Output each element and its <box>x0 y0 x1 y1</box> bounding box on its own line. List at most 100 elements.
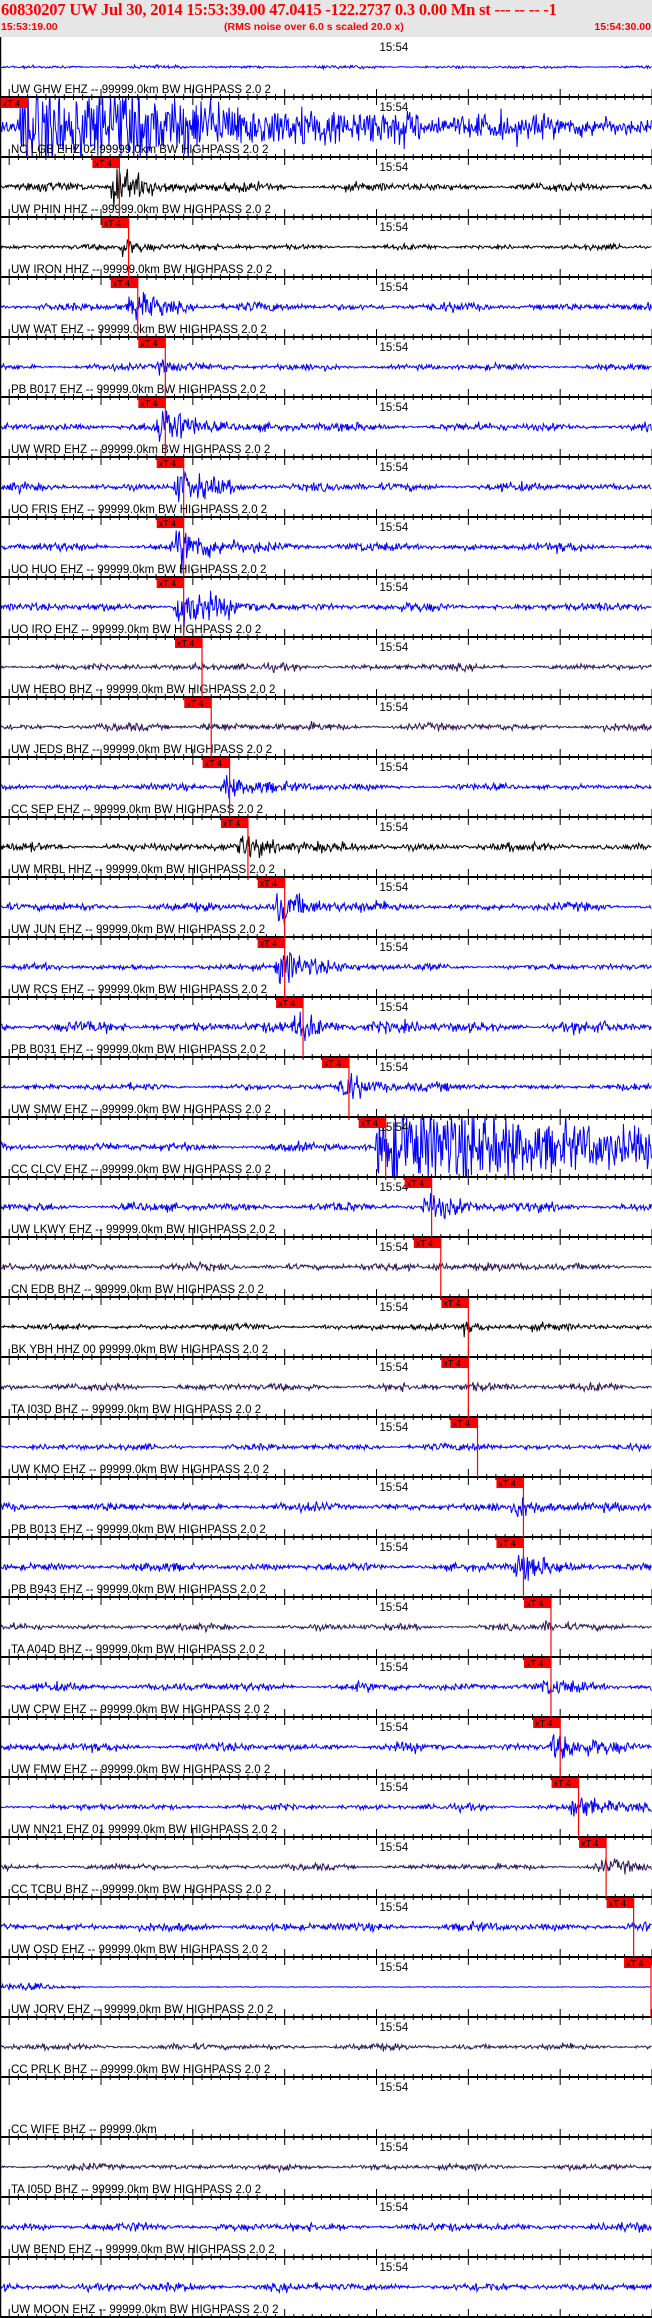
time-tick-label: 15:54 <box>380 642 409 654</box>
trace-panel: 15:54 CN EDB BHZ -- 99999.0km BW HIGHPASS… <box>0 1238 652 1305</box>
pick-label: xT 4 <box>526 1599 543 1609</box>
pick-label: xT 4 <box>498 1539 515 1549</box>
time-tick-label: 15:54 <box>380 1182 409 1194</box>
time-tick-label: 15:54 <box>380 42 409 54</box>
pick-label: xT 4 <box>113 279 130 289</box>
pick-label: xT 4 <box>140 339 157 349</box>
pick-label: xT 4 <box>416 1239 433 1249</box>
time-tick-label: 15:54 <box>380 1422 409 1434</box>
pick-flag <box>156 578 184 588</box>
time-tick-label: 15:54 <box>380 1782 409 1794</box>
time-tick-label: 15:54 <box>380 162 409 174</box>
pick-flag <box>202 758 230 768</box>
pick-label: xT 4 <box>140 399 157 409</box>
pick-label: xT 4 <box>535 1719 552 1729</box>
station-label: PB B943 EHZ -- 99999.0km BW HIGHPASS 2.0… <box>11 1584 266 1596</box>
trace-panel: 15:54 PB B943 EHZ -- 99999.0km BW HIGHPAS… <box>0 1538 652 1605</box>
trace-panel: 15:54 UW KMO EHZ -- 99999.0km BW HIGHPASS… <box>0 1418 652 1485</box>
waveform <box>0 893 652 925</box>
trace-panel: 15:54 UW OSD EHZ -- 99999.0km BW HIGHPASS… <box>0 1898 652 1965</box>
waveform <box>0 470 652 502</box>
waveform <box>0 530 652 574</box>
time-tick-label: 15:54 <box>380 1062 409 1074</box>
station-label: CC PRLK BHZ -- 99999.0km BW HIGHPASS 2.0… <box>11 2064 270 2076</box>
waveform <box>0 1920 652 1934</box>
station-label: TA I05D BHZ -- 99999.0km BW HIGHPASS 2.0… <box>11 2184 261 2196</box>
pick-flag <box>533 1718 561 1728</box>
trace-panel: 15:54 UO FRIS EHZ -- 99999.0km BW HIGHPAS… <box>0 458 652 525</box>
trace-panel: 15:54 UO IRO EHZ -- 99999.0km BW HIGHPASS… <box>0 578 652 645</box>
station-label: PB B017 EHZ -- 99999.0km BW HIGHPASS 2.0… <box>11 384 266 396</box>
trace-panel: 15:54 UW LKWY EHZ -- 99999.0km BW HIGHPAS… <box>0 1178 652 1245</box>
waveform <box>0 1073 652 1099</box>
station-label: BK YBH HHZ 00 99999.0km BW HIGHPASS 2.0 … <box>11 1344 268 1356</box>
trace-panel: 15:54 UW WAT EHZ -- 99999.0km BW HIGHPASS… <box>0 278 652 345</box>
trace-panel: 15:54 UW FMW EHZ -- 99999.0km BW HIGHPASS… <box>0 1718 652 1785</box>
station-label: UW KMO EHZ -- 99999.0km BW HIGHPASS 2.0 … <box>11 1464 269 1476</box>
waveform <box>0 1734 652 1759</box>
pick-label: xT 4 <box>581 1839 598 1849</box>
pick-label: xT 4 <box>498 1479 515 1489</box>
trace-panel: 15:54 TA I05D BHZ -- 99999.0km BW HIGHPAS… <box>0 2142 652 2205</box>
pick-flag <box>101 218 129 228</box>
trace-panel: 15:54 PB B017 EHZ -- 99999.0km BW HIGHPAS… <box>0 338 652 405</box>
waveform <box>0 63 652 71</box>
pick-flag <box>257 878 285 888</box>
waveform <box>0 1381 652 1393</box>
pick-label: xT 4 <box>94 159 111 169</box>
pick-flag <box>138 338 166 348</box>
time-tick-label: 15:54 <box>380 1722 409 1734</box>
waveform <box>0 2041 652 2053</box>
waveform <box>0 359 652 376</box>
station-label: CC TCBU BHZ -- 99999.0km BW HIGHPASS 2.0… <box>11 1884 271 1896</box>
waveform <box>0 1441 652 1453</box>
pick-flag <box>276 998 304 1008</box>
waveform <box>0 1321 652 1338</box>
pick-flag <box>413 1238 441 1248</box>
station-label: UW JUN EHZ -- 99999.0km BW HIGHPASS 2.0 … <box>11 924 265 936</box>
station-label: UW GHW EHZ -- 99999.0km BW HIGHPASS 2.0 … <box>11 84 271 96</box>
time-tick-label: 15:54 <box>380 702 409 714</box>
pick-flag <box>496 1478 524 1488</box>
time-tick-label: 15:54 <box>380 402 409 414</box>
station-label: NC LGB EHZ 02 99999.0km BW HIGHPASS 2.0 … <box>11 144 268 156</box>
time-tick-label: 15:54 <box>380 1242 409 1254</box>
pick-label: xT 4 <box>104 219 121 229</box>
pick-label: xT 4 <box>260 939 277 949</box>
station-label: CN EDB BHZ -- 99999.0km BW HIGHPASS 2.0 … <box>11 1284 264 1296</box>
pick-label: xT 4 <box>159 459 176 469</box>
pick-flag <box>184 698 212 708</box>
waveform <box>0 590 652 628</box>
pick-flag <box>138 398 166 408</box>
pick-flag <box>551 1778 579 1788</box>
pick-label: xT 4 <box>159 519 176 529</box>
pick-flag <box>606 1898 634 1908</box>
time-tick-label: 15:54 <box>380 462 409 474</box>
time-tick-label: 15:54 <box>380 1302 409 1314</box>
station-label: UO IRO EHZ -- 99999.0km BW HIGHPASS 2.0 … <box>11 624 261 636</box>
pick-flag <box>523 1658 551 1668</box>
pick-label: xT 4 <box>407 1179 424 1189</box>
pick-flag <box>404 1178 432 1188</box>
waveform <box>0 1260 652 1273</box>
event-title: 60830207 UW Jul 30, 2014 15:53:39.00 47.… <box>1 0 557 19</box>
trace-panel: 15:54 UW PHIN HHZ -- 99999.0km BW HIGHPAS… <box>0 158 652 225</box>
station-label: UW NN21 EHZ 01 99999.0km BW HIGHPASS 2.0… <box>11 1824 277 1836</box>
time-tick-label: 15:54 <box>380 1662 409 1674</box>
station-label: PB B013 EHZ -- 99999.0km BW HIGHPASS 2.0… <box>11 1524 266 1536</box>
scaling-note: (RMS noise over 6.0 s scaled 20.0 x) <box>224 21 404 33</box>
waveform <box>0 2162 652 2174</box>
waveform <box>0 291 652 321</box>
time-tick-label: 15:54 <box>380 2022 409 2034</box>
waveform <box>0 1982 652 1992</box>
station-label: UW JEDS BHZ -- 99999.0km BW HIGHPASS 2.0… <box>11 744 272 756</box>
pick-flag <box>523 1598 551 1608</box>
pick-flag <box>0 98 28 108</box>
trace-panel: 15:54 CC PRLK BHZ -- 99999.0km BW HIGHPAS… <box>0 2022 652 2085</box>
pick-flag <box>92 158 120 168</box>
trace-panel: 15:54 UW GHW EHZ -- 99999.0km BW HIGHPASS… <box>0 42 652 105</box>
pick-label: xT 4 <box>526 1659 543 1669</box>
waveform <box>0 835 652 858</box>
waveform <box>0 2221 652 2234</box>
pick-label: xT 4 <box>177 639 194 649</box>
